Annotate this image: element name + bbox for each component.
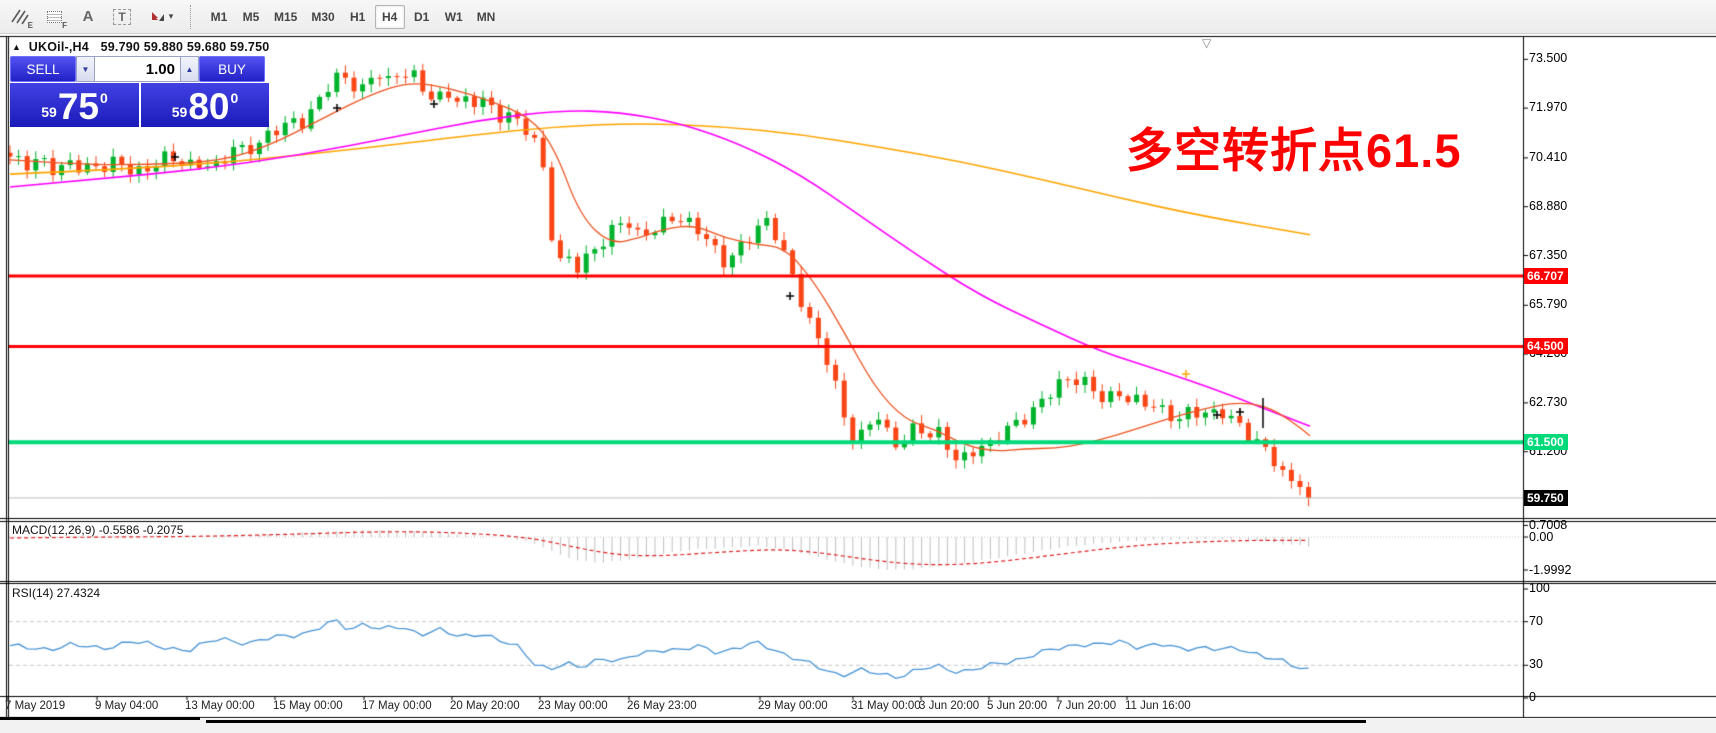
rsi-tick-100: 100 [1529, 581, 1550, 595]
oct-toggle-arrow[interactable]: ▲ [12, 42, 22, 52]
buy-price-int: 59 [171, 104, 188, 120]
timeframe-button-mn[interactable]: MN [476, 9, 496, 24]
arrows-menu-icon[interactable]: ▾ [142, 4, 180, 30]
price-tick-73.500: 73.500 [1529, 51, 1568, 66]
textbox-t-icon[interactable]: T [108, 4, 136, 30]
draw-hatch-e-icon[interactable]: E [6, 4, 34, 30]
date-label: 5 Jun 20:00 [987, 700, 1048, 712]
timeframe-button-w1[interactable]: W1 [444, 9, 463, 24]
price-tick-71.970: 71.970 [1529, 100, 1568, 115]
sell-button[interactable]: SELL [10, 56, 76, 82]
icon-sub-e: E [27, 20, 33, 30]
date-label: 26 May 23:00 [627, 700, 697, 712]
sell-price-display[interactable]: 59 75 0 [10, 83, 139, 127]
date-label: 23 May 00:00 [538, 700, 608, 712]
rsi-tick-30: 30 [1529, 657, 1543, 672]
date-label: 3 Jun 20:00 [919, 700, 980, 712]
buy-price-big: 80 [188, 86, 230, 127]
timeframe-button-m30[interactable]: M30 [311, 9, 335, 24]
price-tick-65.790: 65.790 [1529, 297, 1568, 312]
chart-title: ▲ UKOil-,H4 59.790 59.880 59.680 59.750 [12, 40, 269, 54]
ohlc-values: 59.790 59.880 59.680 59.750 [100, 40, 270, 54]
text-a-icon[interactable]: A [82, 8, 94, 25]
date-label: 17 May 00:00 [362, 700, 432, 712]
macd-indicator-label: MACD(12,26,9) -0.5586 -0.2075 [12, 523, 184, 537]
toolbar-separator [190, 4, 195, 29]
icon-sub-f: F [62, 20, 67, 30]
dropdown-caret-icon: ▾ [168, 11, 174, 21]
rsi-tick-70: 70 [1529, 613, 1543, 628]
sell-price-big: 75 [57, 86, 99, 127]
rsi-tick-0: 0 [1529, 690, 1536, 704]
timeframe-button-h4[interactable]: H4 [374, 4, 405, 29]
h-scrollbar-thumb[interactable] [206, 720, 1366, 723]
sell-price-sup: 0 [99, 90, 108, 106]
chart-text-annotation: 多空转折点61.5 [1126, 124, 1462, 177]
rsi-indicator-label: RSI(14) 27.4324 [12, 586, 101, 600]
hline-label-66.707: 66.707 [1524, 268, 1568, 285]
price-tick-70.410: 70.410 [1529, 149, 1568, 164]
timeframe-button-m5[interactable]: M5 [242, 9, 260, 24]
date-label: 11 Jun 16:00 [1125, 700, 1191, 712]
macd-tick-min: -1.9992 [1529, 562, 1572, 577]
volume-increase-button[interactable]: ▲ [180, 56, 199, 82]
volume-decrease-button[interactable]: ▼ [76, 56, 95, 82]
timeframe-group: M1 M5 M15 M30 H1 H4 D1 W1 MN [203, 4, 502, 29]
price-tick-67.350: 67.350 [1529, 247, 1568, 262]
volume-input[interactable] [95, 56, 180, 82]
date-label: 20 May 20:00 [450, 700, 520, 712]
price-tick-62.730: 62.730 [1529, 394, 1568, 409]
date-label: 15 May 00:00 [273, 700, 343, 712]
timeframe-button-m15[interactable]: M15 [274, 9, 298, 24]
buy-price-sup: 0 [230, 90, 239, 106]
macd-tick-zero: 0.00 [1529, 530, 1554, 544]
date-label: 13 May 00:00 [185, 700, 255, 712]
sell-price-int: 59 [41, 104, 57, 120]
timeframe-button-d1[interactable]: D1 [414, 9, 430, 24]
date-label: 7 Jun 20:00 [1056, 700, 1117, 712]
hline-label-64.500: 64.500 [1524, 338, 1568, 355]
timeframe-button-m1[interactable]: M1 [210, 9, 228, 24]
macd-tick-max: 0.7008 [1529, 518, 1568, 533]
one-click-trading-panel: SELL ▼ ▲ BUY 59 75 0 59 80 0 [10, 56, 269, 127]
date-label: 31 May 00:00 [851, 700, 921, 712]
buy-button[interactable]: BUY [199, 56, 265, 82]
timeframe-button-h1[interactable]: H1 [350, 9, 366, 24]
buy-price-display[interactable]: 59 80 0 [141, 83, 269, 127]
grid-f-icon[interactable]: F [40, 4, 68, 30]
bottom-frame-segment [0, 717, 200, 720]
chart-shift-marker[interactable]: ▽ [1202, 36, 1212, 50]
hline-label-61.500: 61.500 [1524, 434, 1568, 451]
date-label: 9 May 04:00 [95, 700, 159, 712]
date-label: 7 May 2019 [5, 700, 66, 712]
toolbar: E F A T ▾ M1 M5 M15 M30 H1 H4 D1 W1 MN [0, 0, 1716, 34]
date-label: 29 May 00:00 [758, 700, 828, 712]
hline-label-59.750: 59.750 [1524, 489, 1568, 506]
symbol-period-label: UKOil-,H4 [28, 40, 89, 54]
price-tick-68.880: 68.880 [1529, 198, 1568, 213]
